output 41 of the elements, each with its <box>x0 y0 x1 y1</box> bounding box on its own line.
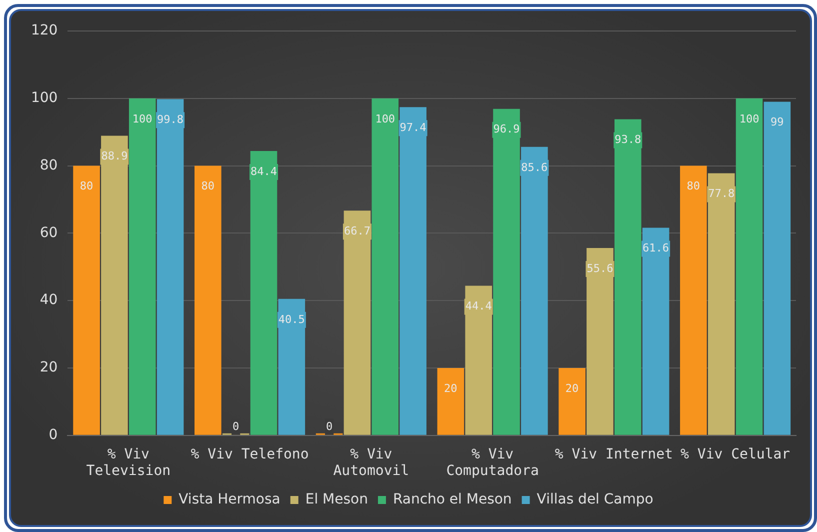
y-tick-label: 80 <box>40 157 58 174</box>
data-label: 80 <box>80 180 94 193</box>
data-label: 96.9 <box>493 122 520 136</box>
x-tick-label: % Viv Computadora <box>446 446 539 480</box>
legend-label: Rancho el Meson <box>392 492 512 508</box>
y-tick-label: 100 <box>30 90 58 106</box>
data-label: 0 <box>326 420 333 433</box>
data-label: 84.4 <box>250 164 278 178</box>
legend-label: Vista Hermosa <box>178 492 280 508</box>
data-label: 20 <box>565 382 579 395</box>
data-label: 61.6 <box>642 242 670 255</box>
data-label: 100 <box>739 112 760 126</box>
data-label: 80 <box>686 180 700 193</box>
data-label: 77.8 <box>708 187 735 200</box>
x-tick-label: % Viv Telefono <box>190 446 309 462</box>
data-label: 88.9 <box>101 150 128 163</box>
y-tick-label: 20 <box>40 360 58 376</box>
y-tick-label: 0 <box>48 427 58 444</box>
y-tick-label: 40 <box>40 292 58 308</box>
x-tick-label: % Viv Celular <box>680 446 790 462</box>
data-label: 99.8 <box>157 112 184 126</box>
data-label: 99 <box>770 116 784 129</box>
data-label: 40.5 <box>278 312 305 326</box>
legend-label: El Meson <box>305 492 368 508</box>
data-label: 55.6 <box>586 262 614 275</box>
x-tick-label: % Viv Internet <box>554 446 673 462</box>
data-label: 66.7 <box>344 224 370 238</box>
data-label: 100 <box>132 112 152 126</box>
data-label: 93.8 <box>614 133 642 146</box>
data-label: 85.6 <box>521 160 548 174</box>
y-tick-label: 60 <box>40 224 58 241</box>
legend-label: Villas del Campo <box>536 492 654 508</box>
data-label: 100 <box>375 112 396 126</box>
data-label: 44.4 <box>465 300 492 313</box>
data-label: 0 <box>232 420 240 433</box>
data-label: 20 <box>444 382 458 395</box>
x-tick-label: % Viv Television <box>86 446 171 480</box>
y-tick-label: 120 <box>30 22 58 39</box>
data-label: 97.4 <box>400 121 427 134</box>
x-tick-label: % Viv Automovil <box>333 446 410 480</box>
data-label: 80 <box>201 180 215 193</box>
